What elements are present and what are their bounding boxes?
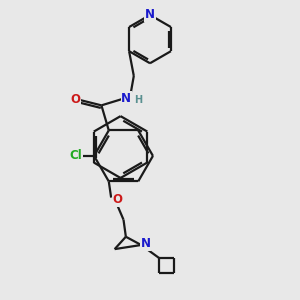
Text: O: O bbox=[112, 194, 123, 206]
Text: H: H bbox=[134, 95, 142, 105]
Text: N: N bbox=[121, 92, 131, 105]
Text: N: N bbox=[145, 8, 155, 22]
Text: Cl: Cl bbox=[69, 149, 82, 162]
Text: N: N bbox=[141, 237, 151, 250]
Text: O: O bbox=[70, 93, 80, 106]
